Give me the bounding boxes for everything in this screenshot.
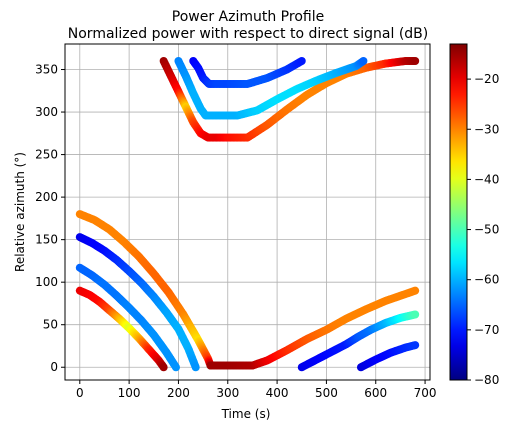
x-tick-label-1: 100 [118, 386, 141, 400]
track-3 [75, 210, 215, 370]
y-tick-label-3: 150 [35, 233, 58, 247]
colorbar-tick-label-2: −60 [474, 273, 499, 287]
colorbar-tick-label-4: −40 [474, 172, 499, 186]
chart-subtitle: Normalized power with respect to direct … [68, 26, 428, 42]
colorbar-tick-label-6: −20 [474, 72, 499, 86]
colorbar: −80 −70 −60 −50 −40 −30 −20 [449, 43, 499, 387]
colorbar-tick-label-1: −70 [474, 323, 499, 337]
y-tick-label-7: 350 [35, 63, 58, 77]
x-tick-label-2: 200 [167, 386, 190, 400]
track-7 [159, 57, 420, 142]
track-1-marker [171, 363, 180, 372]
plot-frame [64, 43, 431, 381]
x-tick-label-6: 600 [364, 386, 387, 400]
colorbar-frame [449, 43, 468, 381]
track-8 [174, 57, 368, 120]
colorbar-tick-label-0: −80 [474, 373, 499, 387]
track-5-marker [411, 310, 420, 319]
y-axis-label: Relative azimuth (°) [13, 152, 27, 272]
x-axis-label: Time (s) [221, 407, 271, 421]
track-4-marker [411, 286, 420, 295]
x-tick-label-7: 700 [414, 386, 437, 400]
y-tick-label-6: 300 [35, 105, 58, 119]
track-2-marker [191, 363, 200, 372]
y-tick-label-0: 0 [50, 360, 58, 374]
track-4 [206, 286, 420, 370]
colorbar-gradient [450, 44, 467, 380]
axes: 0 100 200 300 400 500 600 700 0 50 100 150 200 250 300… [35, 43, 437, 400]
colorbar-tick-label-3: −50 [474, 223, 499, 237]
track-7-marker [411, 57, 420, 66]
track-0 [75, 286, 168, 372]
track-0-marker [159, 363, 168, 372]
x-tick-label-5: 500 [315, 386, 338, 400]
y-tick-label-5: 250 [35, 148, 58, 162]
y-tick-label-4: 200 [35, 190, 58, 204]
colorbar-tick-label-5: −30 [474, 122, 499, 136]
track-2 [75, 233, 200, 372]
track-8-marker [359, 57, 368, 66]
track-1 [75, 263, 180, 372]
x-tick-label-4: 400 [266, 386, 289, 400]
x-tick-label-0: 0 [76, 386, 84, 400]
track-9 [189, 57, 306, 88]
track-6 [356, 341, 420, 372]
plot-area [75, 57, 420, 372]
y-tick-label-2: 100 [35, 275, 58, 289]
track-5 [297, 310, 420, 372]
track-9-marker [297, 57, 306, 66]
track-6-marker [411, 341, 420, 350]
x-tick-label-3: 300 [216, 386, 239, 400]
chart-title: Power Azimuth Profile [172, 9, 324, 25]
y-tick-label-1: 50 [43, 318, 58, 332]
